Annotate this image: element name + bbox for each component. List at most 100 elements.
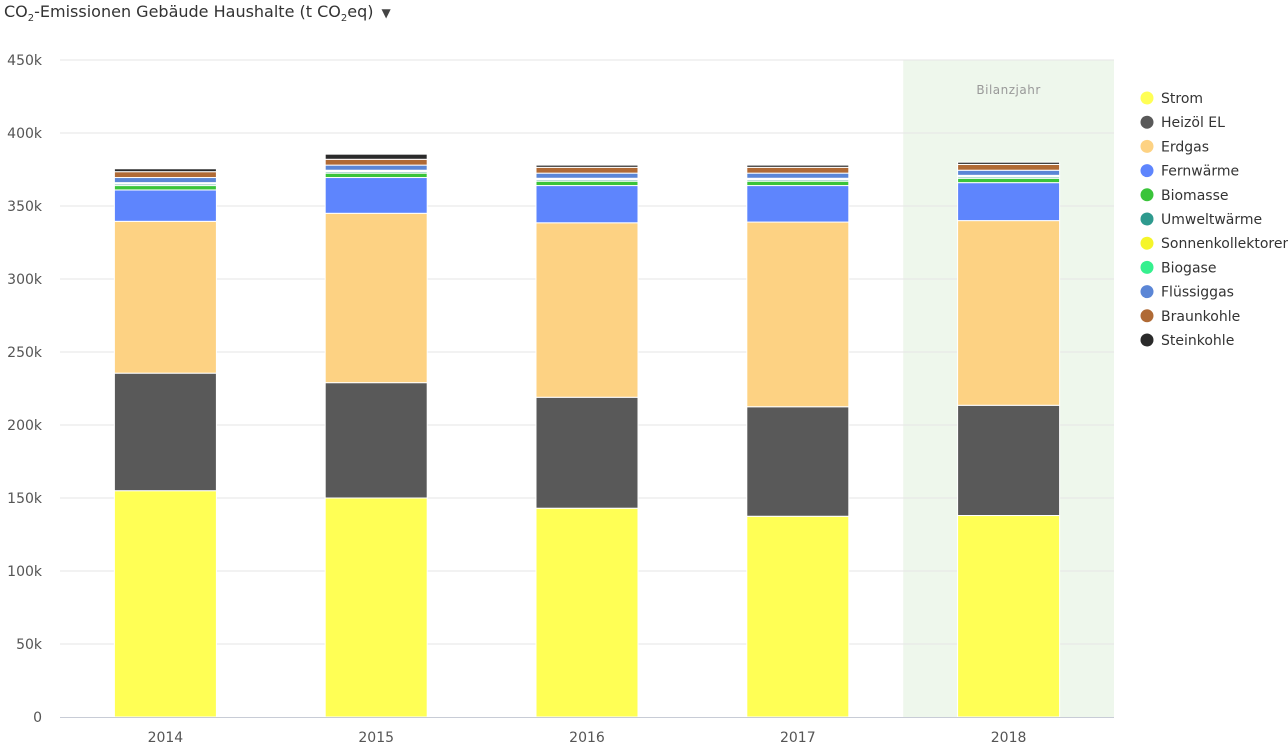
y-tick-label: 400k — [7, 126, 43, 142]
bar-segment[interactable] — [957, 163, 1061, 171]
bar-segment[interactable] — [113, 185, 217, 191]
bar-segment[interactable] — [957, 220, 1061, 406]
legend-label: Flüssiggas — [1161, 285, 1234, 301]
bar-segment[interactable] — [535, 185, 639, 224]
bar-segment[interactable] — [324, 382, 428, 499]
caret-down-icon[interactable]: ▼ — [381, 6, 391, 20]
legend: Strom Heizöl EL Erdgas Fernwärme Biomasse Umw… — [1140, 91, 1288, 349]
legend-label: Biogase — [1161, 260, 1216, 276]
legend-marker — [1140, 115, 1154, 129]
legend-item[interactable]: Biogase — [1140, 260, 1217, 276]
legend-marker — [1140, 91, 1154, 105]
legend-marker — [1140, 285, 1154, 299]
bar-segment[interactable] — [535, 172, 639, 179]
bar-segment[interactable] — [324, 158, 428, 166]
bar-segment[interactable] — [535, 507, 639, 718]
legend-marker — [1140, 139, 1154, 153]
bar-segment[interactable] — [535, 166, 639, 174]
legend-label: Fernwärme — [1161, 164, 1239, 180]
chart-title-dropdown[interactable]: CO2-Emissionen Gebäude Haushalte (t CO2e… — [4, 2, 391, 26]
legend-item[interactable]: Sonnenkollektoren — [1140, 236, 1288, 252]
bar-segment[interactable] — [324, 153, 428, 160]
y-tick-label: 150k — [7, 491, 43, 507]
chart-title: CO2-Emissionen Gebäude Haushalte (t CO2e… — [4, 2, 374, 25]
y-tick-label: 0 — [33, 710, 42, 726]
bar-segment[interactable] — [535, 396, 639, 509]
x-tick-label: 2017 — [780, 730, 816, 746]
y-tick-label: 100k — [7, 564, 43, 580]
bar-segment[interactable] — [324, 497, 428, 718]
bar-segment[interactable] — [746, 164, 850, 168]
bar-segment[interactable] — [324, 172, 428, 179]
legend-item[interactable]: Steinkohle — [1140, 333, 1235, 349]
bar-stack-2015 — [324, 153, 428, 718]
bar-segment[interactable] — [113, 490, 217, 718]
y-tick-label: 250k — [7, 345, 43, 361]
legend-item[interactable]: Erdgas — [1140, 139, 1210, 155]
bar-segment[interactable] — [113, 171, 217, 179]
legend-marker — [1140, 212, 1154, 226]
legend-item[interactable]: Umweltwärme — [1140, 212, 1263, 228]
legend-item[interactable]: Braunkohle — [1140, 309, 1241, 325]
legend-label: Strom — [1161, 91, 1203, 107]
legend-label: Umweltwärme — [1161, 212, 1262, 228]
bar-stack-2016 — [535, 164, 639, 718]
bar-segment[interactable] — [113, 220, 217, 374]
x-axis: 2014 2015 2016 2017 2018 — [60, 717, 1114, 746]
bar-segment[interactable] — [535, 180, 639, 187]
x-tick-label: 2018 — [991, 730, 1027, 746]
bar-segment[interactable] — [746, 180, 850, 187]
y-tick-label: 50k — [16, 637, 43, 653]
bar-segment[interactable] — [324, 177, 428, 214]
legend-label: Biomasse — [1161, 188, 1228, 204]
legend-item[interactable]: Heizöl EL — [1140, 115, 1226, 131]
bar-segment[interactable] — [535, 164, 639, 168]
legend-item[interactable]: Biomasse — [1140, 188, 1229, 204]
bar-stack-2018 — [957, 161, 1061, 718]
legend-label: Erdgas — [1161, 139, 1209, 155]
highlight-band-label: Bilanzjahr — [976, 83, 1040, 97]
bar-segment[interactable] — [535, 222, 639, 398]
bar-segment[interactable] — [957, 515, 1061, 718]
bar-segment[interactable] — [746, 185, 850, 223]
legend-item[interactable]: Strom — [1140, 91, 1204, 107]
y-tick-label: 300k — [7, 272, 43, 288]
bar-segment[interactable] — [746, 221, 850, 408]
y-axis-ticks: 0 50k 100k 150k 200k 250k 300k 350k 400k 450k — [7, 53, 43, 726]
bar-segment[interactable] — [113, 372, 217, 492]
bar-segment[interactable] — [324, 212, 428, 384]
legend-item[interactable]: Fernwärme — [1140, 164, 1240, 180]
bars — [113, 153, 1061, 718]
legend-marker — [1140, 236, 1154, 250]
bar-segment[interactable] — [746, 406, 850, 517]
bar-stack-2017 — [746, 164, 850, 718]
y-tick-label: 350k — [7, 199, 43, 215]
bar-segment[interactable] — [746, 166, 850, 174]
y-tick-label: 450k — [7, 53, 43, 69]
x-tick-label: 2015 — [358, 730, 394, 746]
legend-marker — [1140, 260, 1154, 274]
legend-marker — [1140, 309, 1154, 323]
legend-label: Braunkohle — [1161, 309, 1240, 325]
legend-marker — [1140, 333, 1154, 347]
bar-segment[interactable] — [113, 168, 217, 173]
legend-label: Heizöl EL — [1161, 115, 1225, 131]
bar-segment[interactable] — [957, 169, 1061, 176]
bar-segment[interactable] — [113, 177, 217, 184]
bar-segment[interactable] — [324, 164, 428, 171]
legend-label: Sonnenkollektoren — [1161, 236, 1288, 252]
x-tick-label: 2014 — [148, 730, 184, 746]
bar-segment[interactable] — [113, 189, 217, 222]
bar-segment[interactable] — [746, 172, 850, 179]
x-tick-label: 2016 — [569, 730, 605, 746]
legend-item[interactable]: Flüssiggas — [1140, 285, 1234, 301]
bar-segment[interactable] — [957, 404, 1061, 517]
y-tick-label: 200k — [7, 418, 43, 434]
bar-segment[interactable] — [957, 182, 1061, 222]
bar-segment[interactable] — [746, 515, 850, 718]
bar-segment[interactable] — [957, 161, 1061, 165]
bar-segment[interactable] — [957, 177, 1061, 184]
bar-stack-2014 — [113, 168, 217, 718]
legend-label: Steinkohle — [1161, 333, 1234, 349]
